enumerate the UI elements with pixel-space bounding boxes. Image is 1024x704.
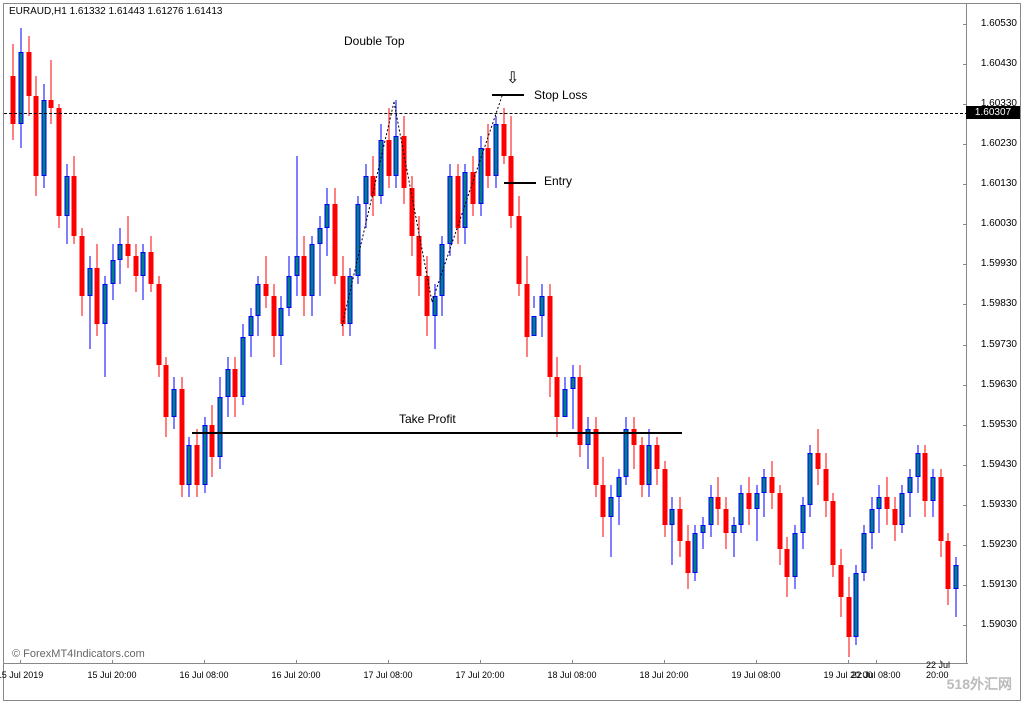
y-tick-label: 1.59730 <box>981 339 1017 350</box>
x-tick-label: 16 Jul 20:00 <box>271 670 320 680</box>
entry-label: Entry <box>544 174 572 188</box>
chart-title: EURAUD,H1 1.61332 1.61443 1.61276 1.6141… <box>9 6 223 17</box>
x-tick-label: 18 Jul 08:00 <box>547 670 596 680</box>
stop-loss-marker <box>492 94 524 96</box>
y-tick-label: 1.60130 <box>981 178 1017 189</box>
logo-text: 518外汇网 <box>947 674 1012 694</box>
y-tick-label: 1.59030 <box>981 619 1017 630</box>
y-tick-label: 1.60530 <box>981 18 1017 29</box>
x-tick-label: 15 Jul 2019 <box>0 670 43 680</box>
y-tick-label: 1.59630 <box>981 379 1017 390</box>
y-axis: 1.605301.604301.603301.602301.601301.600… <box>966 4 1020 665</box>
double-top-label: Double Top <box>344 34 405 48</box>
entry-marker <box>504 182 536 184</box>
x-tick-label: 15 Jul 20:00 <box>87 670 136 680</box>
y-tick-label: 1.59930 <box>981 258 1017 269</box>
x-tick-label: 18 Jul 20:00 <box>639 670 688 680</box>
arrow-icon: ⇩ <box>506 68 519 88</box>
price-label: 1.60307 <box>966 106 1020 119</box>
y-tick-label: 1.60430 <box>981 58 1017 69</box>
take-profit-label: Take Profit <box>399 412 456 426</box>
plot-area[interactable]: Double Top Stop Loss Entry Take Profit ⇩ <box>4 4 968 665</box>
x-tick-label: 22 Jul 08:00 <box>851 670 900 680</box>
y-tick-label: 1.60230 <box>981 138 1017 149</box>
y-tick-label: 1.59430 <box>981 459 1017 470</box>
x-tick-label: 16 Jul 08:00 <box>179 670 228 680</box>
take-profit-line <box>192 432 682 434</box>
y-tick-label: 1.59130 <box>981 579 1017 590</box>
x-tick-label: 17 Jul 08:00 <box>363 670 412 680</box>
y-tick-label: 1.59530 <box>981 419 1017 430</box>
chart-container: Double Top Stop Loss Entry Take Profit ⇩ 1.6… <box>3 3 1021 701</box>
y-tick-label: 1.59830 <box>981 298 1017 309</box>
y-tick-label: 1.59330 <box>981 499 1017 510</box>
watermark-text: © ForexMT4Indicators.com <box>12 648 145 660</box>
stop-loss-label: Stop Loss <box>534 88 587 102</box>
y-tick-label: 1.59230 <box>981 539 1017 550</box>
x-tick-label: 17 Jul 20:00 <box>455 670 504 680</box>
x-axis: 15 Jul 201915 Jul 20:0016 Jul 08:0016 Ju… <box>4 663 968 700</box>
y-tick-label: 1.60030 <box>981 218 1017 229</box>
x-tick-label: 19 Jul 08:00 <box>731 670 780 680</box>
price-line <box>4 113 968 114</box>
